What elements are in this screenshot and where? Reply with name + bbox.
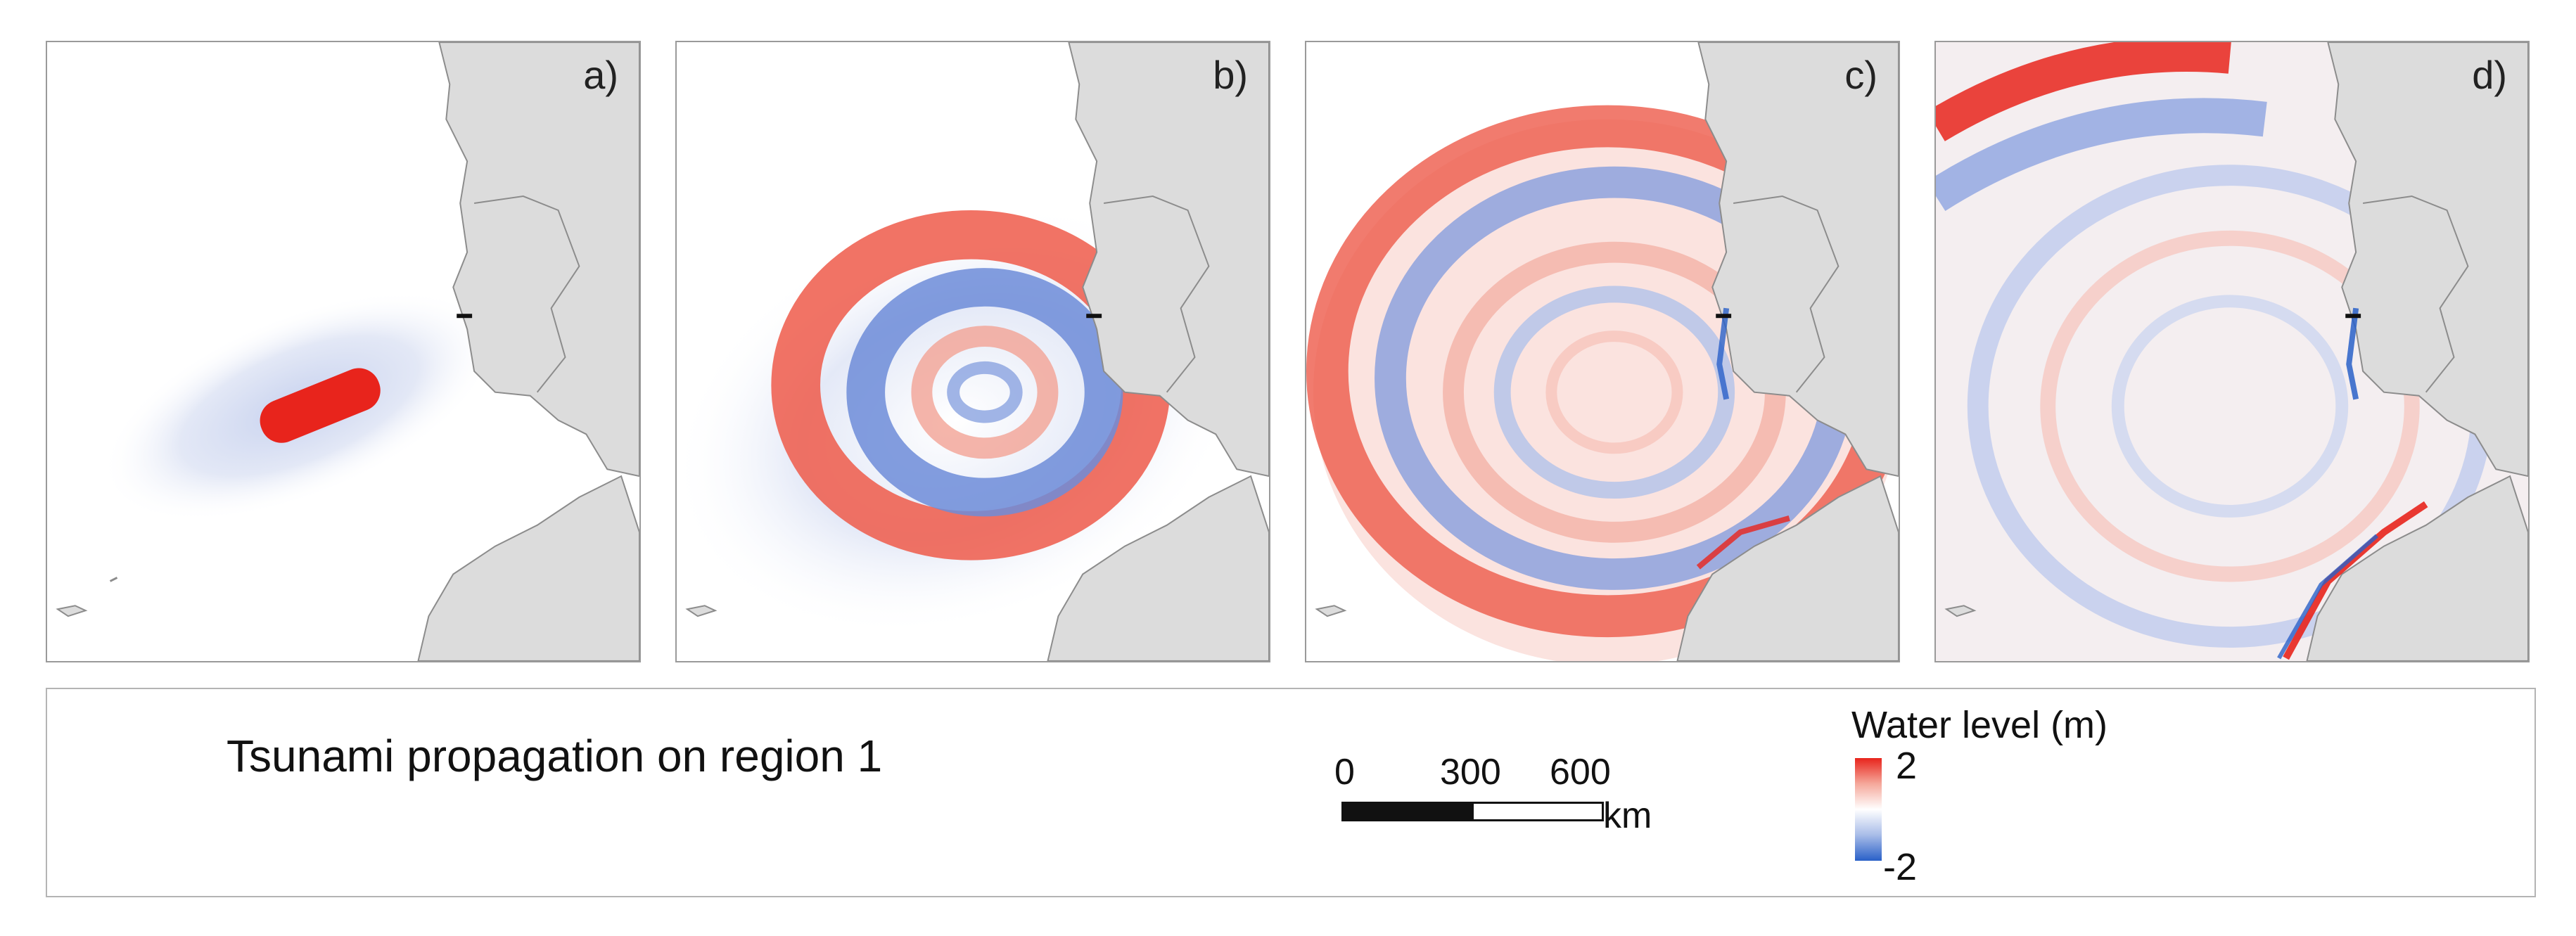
colorbar: [1855, 758, 1882, 861]
map-panel-b: b): [675, 41, 1270, 662]
colorbar-min-label: -2: [1883, 846, 1918, 888]
island: [56, 605, 88, 617]
panel-label: a): [583, 53, 618, 97]
scale-bar: 0 300 600 km: [1334, 751, 1652, 864]
source-deformation: [260, 368, 381, 443]
tsunami-map-c: [1306, 42, 1899, 661]
harbor-marker: [457, 314, 473, 319]
island: [1315, 605, 1347, 617]
island: [685, 605, 718, 617]
tsunami-map-b: [677, 42, 1269, 661]
harbor-marker: [1716, 314, 1732, 319]
tsunami-map-d: [1936, 42, 2528, 661]
harbor-marker: [1086, 314, 1102, 319]
panel-label: b): [1213, 53, 1248, 97]
scale-bar-filled: [1341, 802, 1474, 821]
scale-bar-empty: [1472, 802, 1604, 821]
country-border: [1103, 195, 1210, 393]
map-panel-d: d): [1934, 41, 2530, 662]
country-border: [1733, 195, 1839, 393]
scale-tick-label: 300: [1440, 752, 1501, 793]
map-panel-a: a): [46, 41, 641, 662]
map-panel-c: c): [1305, 41, 1900, 662]
harbor-marker: [2345, 314, 2361, 319]
land-mass: [417, 42, 639, 661]
scale-tick-label: 0: [1334, 752, 1355, 793]
colorbar-max-label: 2: [1896, 745, 1918, 787]
tsunami-map-a: [56, 42, 639, 661]
country-border: [2362, 195, 2469, 393]
country-border: [473, 195, 580, 393]
scale-unit: km: [1603, 795, 1652, 836]
panel-label: d): [2472, 53, 2507, 97]
land-mass: [1676, 42, 1899, 661]
island: [1944, 605, 1977, 617]
figure-caption: Tsunami propagation on region 1: [227, 731, 883, 781]
panel-label: c): [1844, 53, 1877, 97]
land-mass: [2306, 42, 2528, 661]
colorbar-title: Water level (m): [1851, 704, 2108, 746]
land-mass: [1047, 42, 1269, 661]
island: [109, 577, 118, 582]
legend-box: Tsunami propagation on region 1 0 300 60…: [46, 688, 2536, 897]
scale-tick-label: 600: [1550, 752, 1611, 793]
